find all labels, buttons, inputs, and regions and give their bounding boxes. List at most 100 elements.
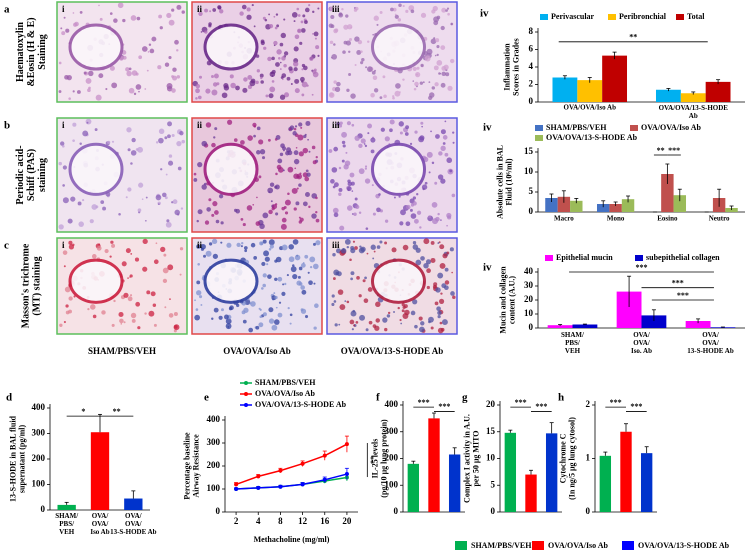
cell [135, 148, 139, 151]
cell [436, 60, 443, 66]
cell [292, 264, 295, 267]
cell [301, 80, 304, 83]
cell [278, 301, 282, 304]
cell [437, 310, 442, 316]
cell [281, 78, 284, 81]
cell [420, 63, 424, 68]
cell [338, 12, 343, 16]
cell [111, 140, 115, 143]
significance: *** [630, 402, 642, 411]
cell [59, 323, 63, 327]
cell [350, 245, 355, 250]
cell [387, 311, 391, 315]
cell [452, 131, 455, 134]
cell [346, 300, 350, 304]
bar [428, 418, 440, 512]
cell [158, 14, 163, 19]
cell [312, 10, 315, 14]
cell [442, 253, 448, 259]
cell [288, 128, 292, 131]
cell [279, 152, 284, 157]
y-tick-label: 2 [529, 79, 534, 89]
cell [276, 24, 280, 28]
cell [138, 55, 143, 60]
cell [372, 212, 376, 216]
cell [343, 40, 348, 45]
cell [200, 304, 203, 306]
cell [399, 318, 402, 322]
cell [78, 221, 84, 227]
cell [444, 285, 449, 291]
cell [392, 7, 397, 12]
y-tick-label: 15 [486, 426, 496, 436]
cell [364, 167, 367, 170]
cell [304, 7, 310, 13]
y-tick-label: 10 [524, 308, 534, 318]
cell [122, 18, 126, 23]
cell [68, 97, 71, 100]
cell [434, 181, 438, 185]
cell [317, 7, 320, 10]
cell [172, 67, 177, 72]
cell [62, 197, 69, 204]
cell [287, 192, 290, 196]
cell [340, 248, 347, 254]
cell [414, 218, 419, 224]
cell [163, 253, 167, 257]
cell [166, 12, 172, 19]
cell [197, 162, 203, 168]
cell [282, 146, 287, 151]
cell [159, 26, 163, 30]
cell [432, 218, 439, 225]
cell [265, 94, 269, 98]
cell [123, 292, 129, 298]
cell [294, 254, 301, 261]
cell [402, 78, 405, 81]
cell [303, 65, 308, 71]
cell [341, 131, 348, 138]
cell [309, 56, 314, 61]
cell [214, 210, 219, 215]
cell [339, 225, 345, 231]
x-tick-label: OVA/OVA/Iso Ab [564, 104, 617, 112]
cell [436, 53, 439, 57]
y-tick-label: 300 [385, 426, 399, 436]
legend-swatch [535, 125, 543, 131]
cell [434, 54, 437, 57]
y-tick-label: 0 [586, 506, 591, 516]
y-tick-label: 400 [32, 402, 46, 412]
cell [412, 66, 417, 71]
cell [205, 250, 212, 257]
cell [229, 305, 234, 311]
cell [314, 37, 317, 40]
cell [409, 208, 413, 212]
cell [295, 201, 300, 206]
cell [344, 239, 351, 245]
y-tick-label: 100 [385, 479, 399, 489]
cell [72, 12, 75, 14]
airway [203, 142, 259, 196]
cell [58, 161, 62, 166]
cell [212, 8, 217, 12]
cell [367, 287, 373, 292]
cell [203, 182, 207, 186]
cell [425, 259, 432, 265]
cell [313, 242, 316, 246]
legend-marker [244, 381, 248, 385]
cell [354, 63, 357, 66]
cell [113, 299, 116, 303]
cell [437, 212, 440, 216]
cell [302, 14, 306, 18]
bar [602, 55, 628, 102]
cell [141, 198, 144, 201]
cell [293, 20, 296, 23]
cell [268, 13, 270, 16]
cell [274, 203, 278, 206]
cell [211, 89, 218, 96]
y-tick-label: 300 [32, 428, 46, 438]
cell [317, 54, 320, 57]
cell [308, 280, 313, 286]
cell [373, 15, 379, 21]
cell [100, 200, 105, 204]
cell [339, 304, 346, 310]
